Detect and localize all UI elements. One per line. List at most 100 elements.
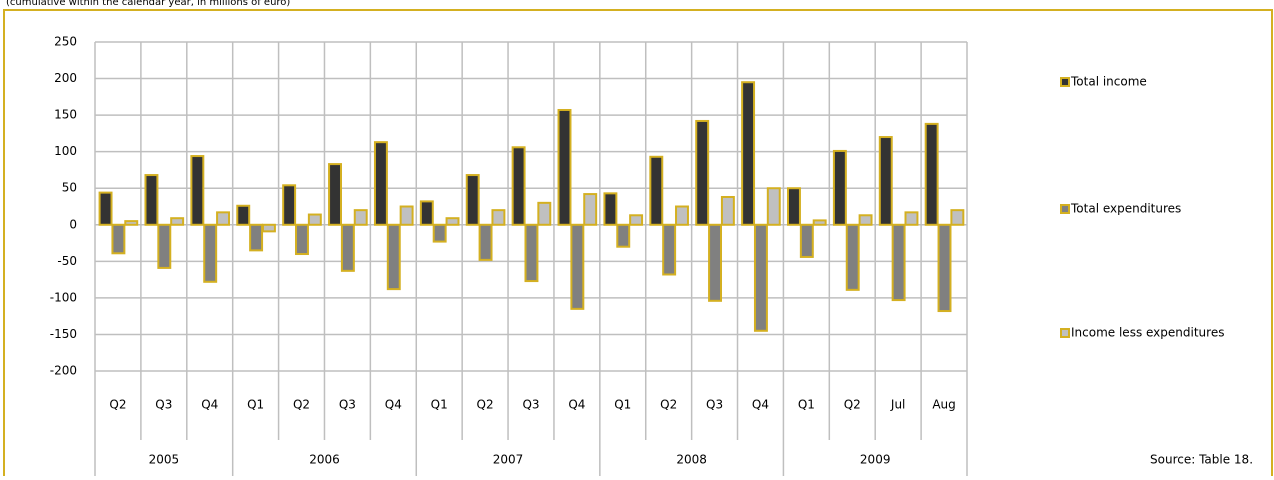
bar (170, 217, 185, 226)
x-tick-label: Q3 (339, 398, 356, 412)
bar (878, 136, 893, 226)
x-tick-label: Q4 (568, 398, 585, 412)
bar (858, 214, 873, 226)
bar (465, 174, 480, 226)
bar (491, 209, 506, 226)
group-label: 2009 (860, 453, 891, 467)
bar (340, 223, 355, 272)
y-tick-label: 50 (62, 181, 77, 195)
x-tick-label: Q4 (385, 398, 402, 412)
x-tick-label: Q1 (614, 398, 631, 412)
bar (399, 205, 414, 226)
x-tick-label: Aug (932, 398, 955, 412)
group-label: 2006 (309, 453, 340, 467)
y-tick-label: 100 (54, 144, 77, 158)
x-tick-label: Q4 (752, 398, 769, 412)
bar (799, 223, 814, 258)
y-tick-label: 200 (54, 71, 77, 85)
x-tick-label: Q2 (844, 398, 861, 412)
bar (478, 223, 493, 261)
x-tick-label: Q3 (706, 398, 723, 412)
group-label: 2005 (149, 453, 180, 467)
x-tick-label: Q2 (293, 398, 310, 412)
bar (570, 223, 585, 310)
y-tick-label: -50 (57, 254, 77, 268)
bar (282, 184, 297, 226)
y-tick-label: -100 (50, 290, 77, 304)
bar (307, 213, 322, 226)
bar (557, 108, 572, 226)
bar (249, 223, 264, 252)
bar (787, 187, 801, 226)
y-tick-label: 0 (69, 217, 77, 231)
source-note: Source: Table 18. (1150, 453, 1253, 467)
x-tick-label: Q2 (660, 398, 677, 412)
bar (616, 223, 631, 248)
bar (695, 119, 710, 226)
bar (537, 201, 552, 226)
x-tick-label: Q2 (109, 398, 126, 412)
bar (157, 223, 172, 269)
x-tick-label: Q3 (155, 398, 172, 412)
bar (124, 220, 139, 226)
group-label: 2008 (676, 453, 707, 467)
bar (937, 223, 952, 313)
x-tick-label: Q2 (477, 398, 494, 412)
bar (708, 223, 723, 302)
x-tick-label: Q3 (522, 398, 539, 412)
bar (675, 205, 689, 226)
legend-swatch (1060, 328, 1070, 338)
bar (386, 223, 401, 291)
x-tick-label: Q4 (201, 398, 218, 412)
bar (524, 223, 539, 283)
bar (216, 211, 231, 226)
bar (373, 141, 388, 226)
bar (236, 204, 251, 226)
bar (419, 200, 434, 226)
bar (753, 223, 768, 332)
bar (741, 81, 756, 226)
x-tick-label: Q1 (431, 398, 448, 412)
y-tick-label: 250 (54, 35, 77, 49)
bar (295, 223, 309, 256)
bar (511, 146, 526, 226)
bar (190, 155, 205, 226)
x-tick-label: Jul (890, 398, 905, 412)
bar (649, 155, 664, 226)
chart-subtitle: (cumulative within the calendar year, in… (6, 0, 290, 8)
bar (832, 149, 847, 226)
bar (98, 191, 113, 226)
y-tick-label: -150 (50, 327, 77, 341)
bar (111, 223, 126, 255)
bar (845, 223, 860, 291)
bar (629, 214, 644, 226)
bar (144, 174, 159, 226)
x-tick-label: Q1 (247, 398, 264, 412)
legend-label: Total income (1070, 75, 1147, 89)
bar (261, 223, 276, 233)
bar (203, 223, 218, 283)
y-tick-label: -200 (50, 364, 77, 378)
legend-label: Total expenditures (1070, 202, 1181, 216)
group-label: 2007 (493, 453, 524, 467)
bar (924, 122, 939, 226)
bar (445, 217, 460, 226)
legend-label: Income less expenditures (1071, 326, 1224, 340)
bar (891, 223, 906, 302)
y-tick-label: 150 (54, 108, 77, 122)
x-tick-label: Q1 (798, 398, 815, 412)
legend-swatch (1060, 204, 1070, 214)
bar (904, 211, 919, 226)
bar (583, 193, 598, 226)
bar (812, 219, 827, 226)
bar (662, 223, 677, 276)
bar (353, 209, 368, 226)
bar (720, 195, 735, 226)
bar (950, 209, 965, 226)
bar (432, 223, 447, 243)
legend-swatch (1060, 77, 1070, 87)
bar (766, 187, 781, 226)
bar (603, 192, 618, 226)
